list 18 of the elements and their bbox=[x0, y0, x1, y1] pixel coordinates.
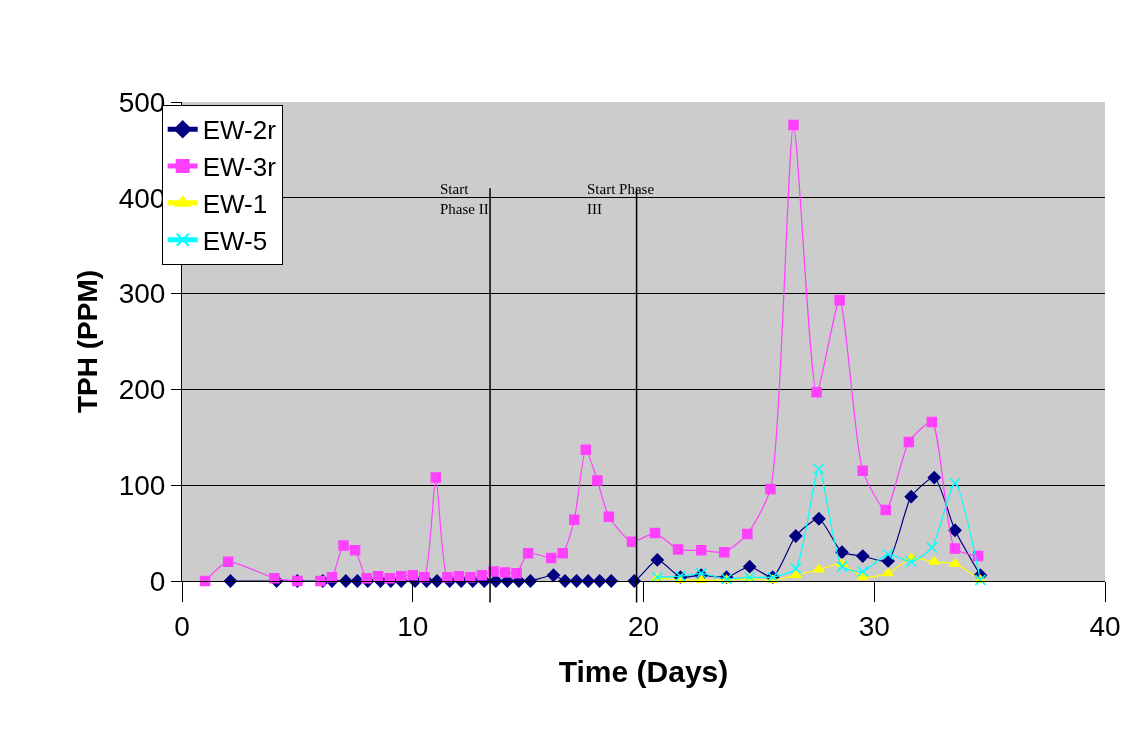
legend-label: EW-3r bbox=[202, 152, 277, 183]
x-tick-label: 0 bbox=[174, 610, 190, 642]
y-tick-label: 300 bbox=[118, 278, 166, 310]
x-tick-label: 20 bbox=[627, 610, 660, 642]
y-tick-label: 100 bbox=[118, 470, 166, 501]
legend-label: EW-2r bbox=[202, 115, 277, 146]
ref-line-label: Start Phase III bbox=[587, 181, 655, 217]
y-tick-label: 500 bbox=[118, 86, 166, 118]
x-axis-title: Time (Days) bbox=[558, 655, 729, 689]
y-tick-label: 200 bbox=[118, 374, 166, 406]
x-tick-label: 10 bbox=[397, 610, 429, 642]
y-axis-title: TPH (PPM) bbox=[72, 269, 104, 414]
x-tick-label: 40 bbox=[1089, 610, 1121, 642]
y-tick-label: 0 bbox=[149, 565, 166, 597]
ref-line-label: Start Phase II bbox=[440, 181, 489, 217]
legend-label: EW-5 bbox=[202, 225, 268, 256]
x-tick-label: 30 bbox=[858, 610, 890, 642]
legend-label: EW-1 bbox=[202, 189, 268, 220]
